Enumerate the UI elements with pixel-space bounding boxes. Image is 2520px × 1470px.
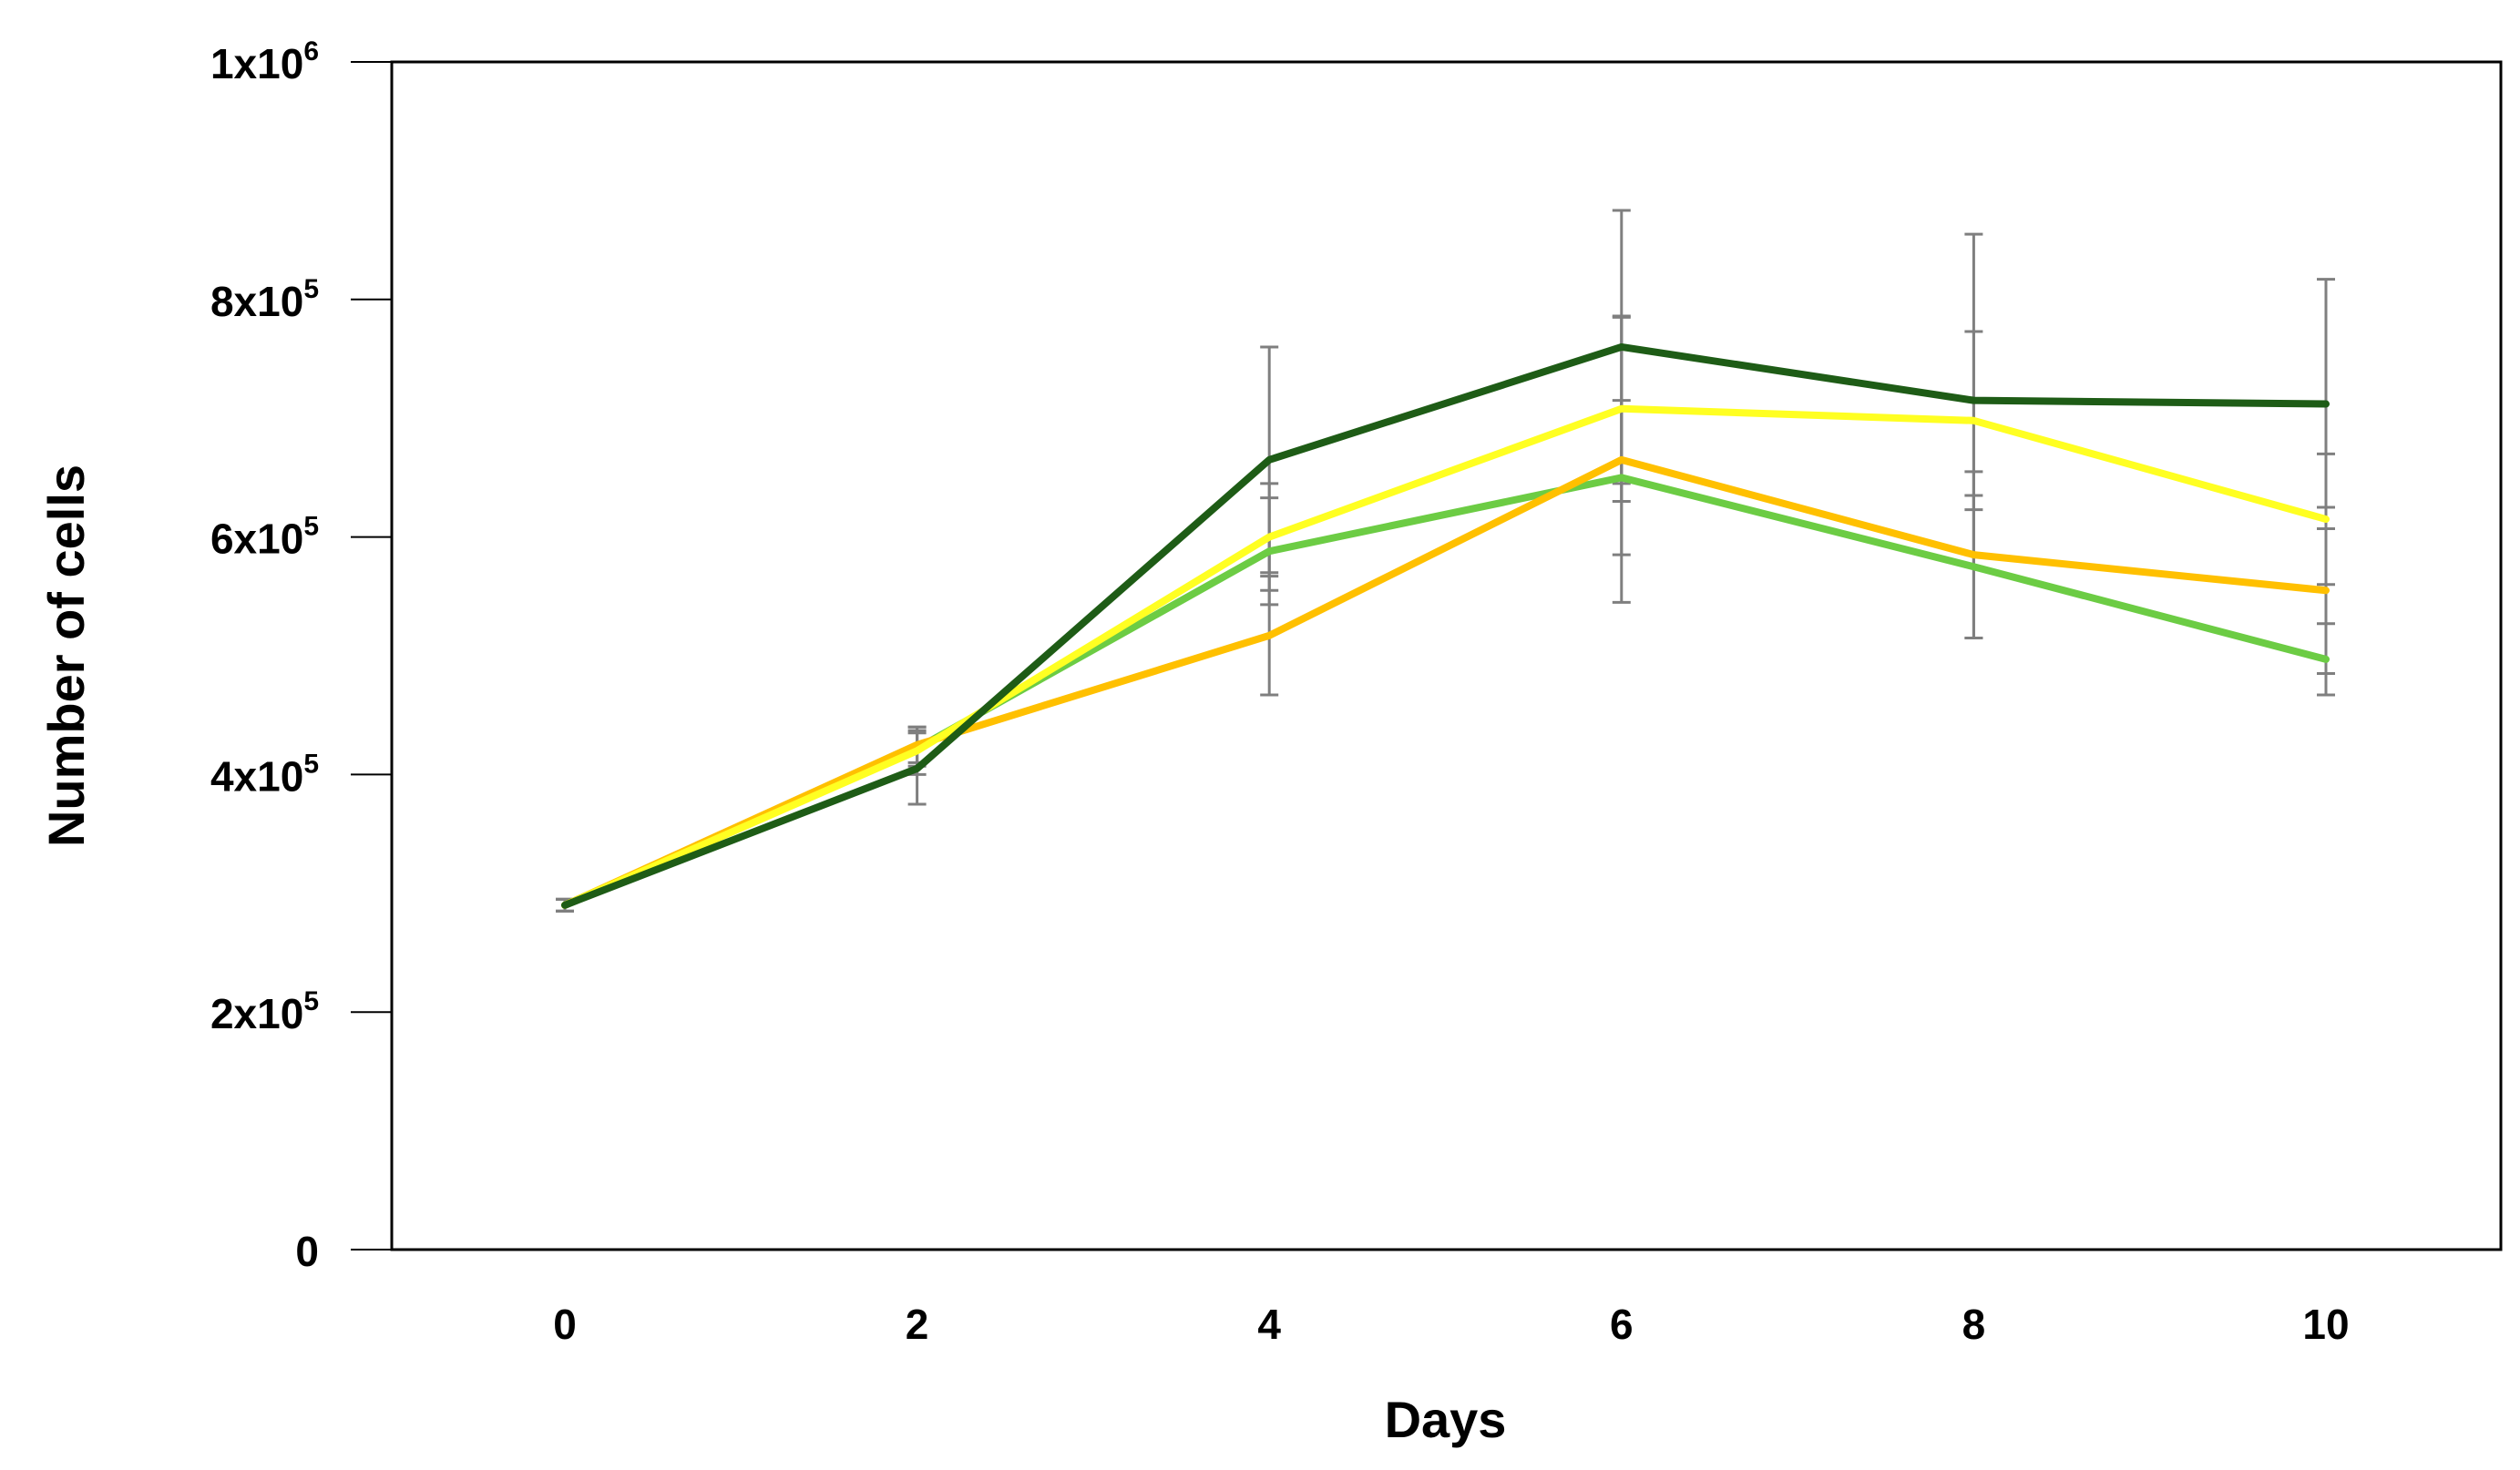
x-tick-label: 0 xyxy=(553,1301,577,1348)
x-tick-label: 8 xyxy=(1962,1301,1986,1348)
series-line-light-green xyxy=(561,474,2330,909)
y-tick-label: 6x105 xyxy=(210,512,319,563)
series-line-yellow xyxy=(561,404,2330,909)
x-tick-label: 4 xyxy=(1257,1301,1281,1348)
x-axis: 0 2 4 6 8 10 xyxy=(553,1301,2349,1348)
series-line-dark-green xyxy=(561,342,2330,909)
y-tick-label: 4x105 xyxy=(210,749,319,800)
x-tick-label: 2 xyxy=(906,1301,929,1348)
y-axis: 0 2x105 4x105 6x105 8x105 1x106 xyxy=(210,36,392,1275)
y-tick-label: 8x105 xyxy=(210,274,319,325)
y-tick-label: 0 xyxy=(295,1228,319,1275)
y-tick-label: 2x105 xyxy=(210,986,319,1037)
plot-frame xyxy=(390,60,2503,1251)
x-tick-label: 6 xyxy=(1610,1301,1634,1348)
x-axis-title: Days xyxy=(1385,1391,1507,1448)
x-tick-label: 10 xyxy=(2302,1301,2349,1348)
y-axis-title: Number of cells xyxy=(37,464,95,847)
y-tick-label: 1x106 xyxy=(210,36,319,87)
series-lines xyxy=(561,342,2330,909)
series-line-orange xyxy=(561,455,2330,909)
